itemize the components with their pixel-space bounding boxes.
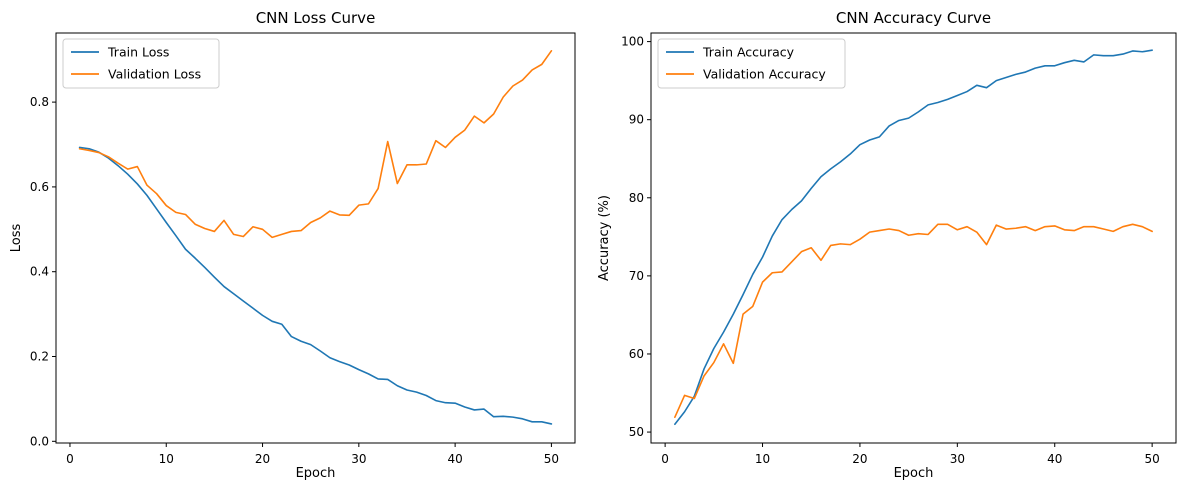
loss-legend-label-1: Validation Loss — [108, 67, 201, 82]
accuracy-y-axis-label: Accuracy (%) — [597, 195, 612, 281]
accuracy-x-tick-label: 30 — [950, 452, 965, 466]
loss-x-tick-label: 40 — [447, 452, 462, 466]
loss-chart-title: CNN Loss Curve — [256, 9, 376, 27]
accuracy-x-tick-label: 0 — [661, 452, 669, 466]
accuracy-y-tick-label: 50 — [629, 425, 644, 439]
accuracy-legend-label-1: Validation Accuracy — [703, 67, 826, 82]
accuracy-chart: 0 10 20 30 40 50 50 60 70 80 90 100 CNN Accuracy Cur… — [597, 9, 1177, 481]
loss-y-tick-label: 0.4 — [30, 265, 49, 279]
accuracy-legend-label-0: Train Accuracy — [702, 45, 795, 60]
accuracy-y-tick-label: 70 — [629, 269, 644, 283]
accuracy-x-tick-label: 40 — [1047, 452, 1062, 466]
accuracy-y-tick-label: 100 — [621, 35, 644, 49]
loss-y-tick-label: 0.6 — [30, 180, 49, 194]
accuracy-x-tick-label: 50 — [1144, 452, 1159, 466]
loss-y-axis-label: Loss — [9, 224, 24, 253]
accuracy-axes-frame — [650, 32, 1177, 444]
accuracy-x-tick-label: 20 — [852, 452, 867, 466]
loss-x-tick-label: 10 — [159, 452, 174, 466]
loss-x-tick-label: 20 — [255, 452, 270, 466]
loss-axes-frame — [55, 32, 576, 444]
accuracy-x-tick-label: 10 — [755, 452, 770, 466]
accuracy-chart-title: CNN Accuracy Curve — [836, 9, 991, 27]
loss-y-tick-label: 0.8 — [30, 95, 49, 109]
loss-x-tick-label: 50 — [544, 452, 559, 466]
accuracy-series-group — [674, 49, 1153, 426]
loss-chart: 0 10 20 30 40 50 0.0 0.2 0.4 0.6 0.8 CNN Loss Curve… — [9, 9, 576, 481]
loss-series-line-1 — [78, 50, 553, 239]
loss-x-axis-label: Epoch — [296, 466, 336, 481]
accuracy-series-line-1 — [674, 223, 1153, 419]
loss-y-tick-label: 0.0 — [30, 434, 49, 448]
loss-y-tick-label: 0.2 — [30, 350, 49, 364]
accuracy-y-tick-label: 60 — [629, 347, 644, 361]
loss-x-tick-label: 30 — [351, 452, 366, 466]
accuracy-series-line-0 — [674, 49, 1153, 426]
accuracy-y-tick-label: 80 — [629, 191, 644, 205]
accuracy-x-axis-label: Epoch — [894, 466, 934, 481]
loss-legend-label-0: Train Loss — [107, 45, 169, 60]
accuracy-legend: Train Accuracy Validation Accuracy — [657, 38, 846, 89]
loss-x-tick-label: 0 — [66, 452, 74, 466]
accuracy-legend-box — [657, 38, 846, 89]
loss-series-group — [78, 50, 553, 425]
loss-legend-box — [62, 38, 220, 89]
loss-series-line-0 — [78, 146, 553, 425]
loss-legend: Train Loss Validation Loss — [62, 38, 220, 89]
accuracy-y-tick-label: 90 — [629, 113, 644, 127]
